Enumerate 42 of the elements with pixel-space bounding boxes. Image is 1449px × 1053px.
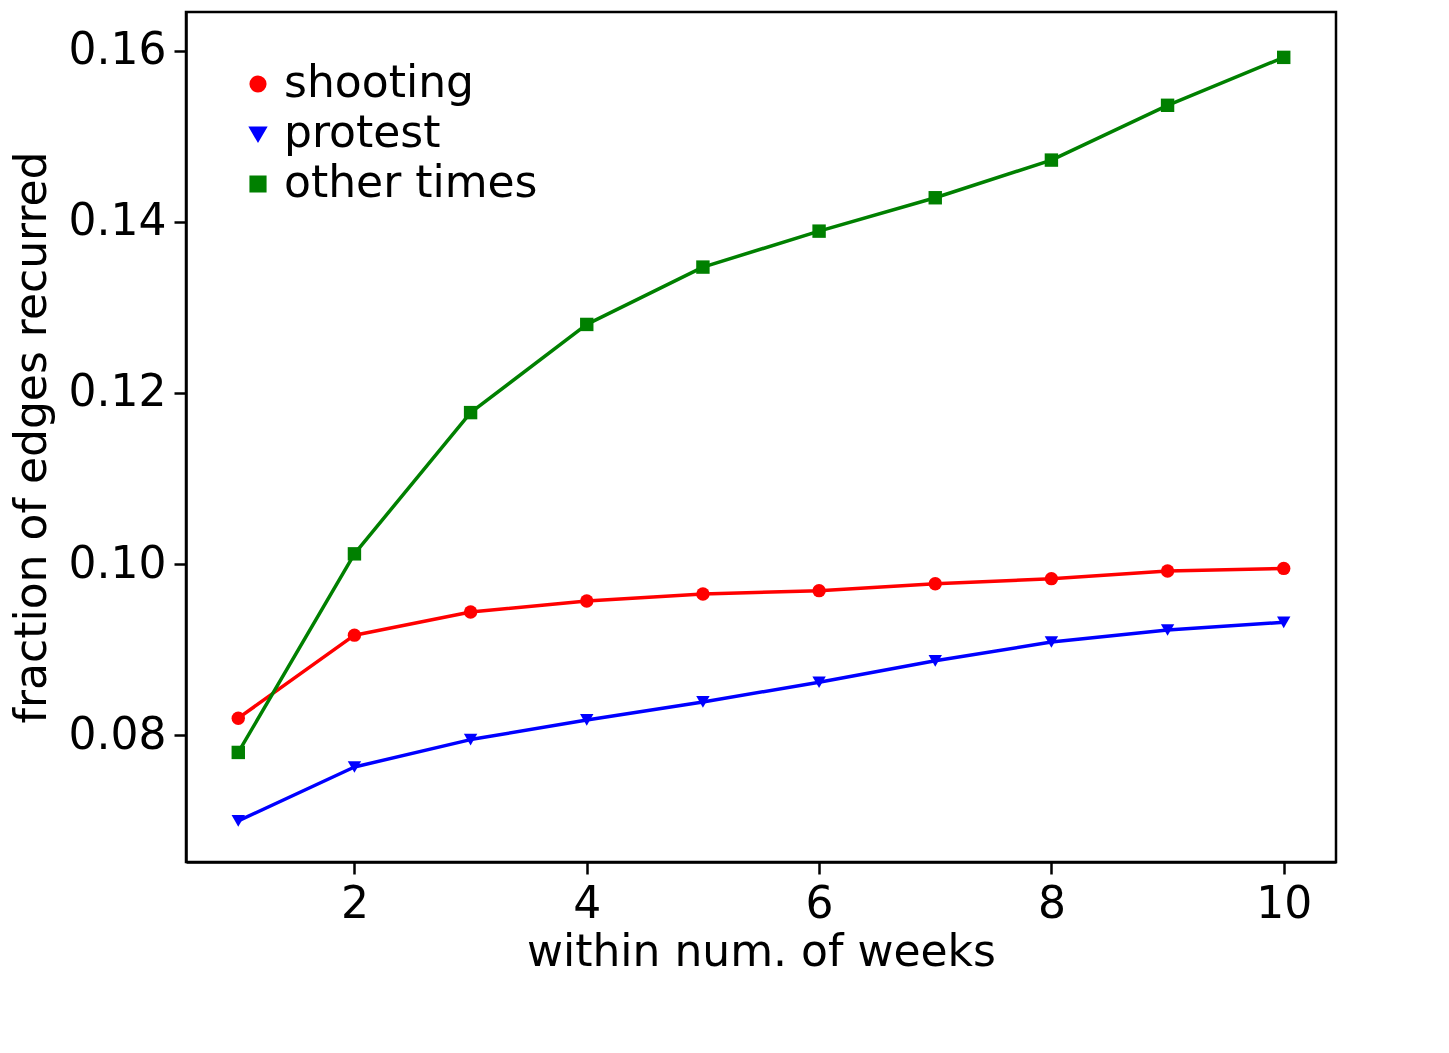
point (580, 714, 594, 726)
point (1277, 50, 1291, 65)
point (463, 733, 478, 746)
x-tick-label: 10 (1256, 876, 1313, 928)
point (928, 577, 942, 591)
y-tick-label: 0.08 (68, 707, 167, 759)
point (347, 547, 362, 561)
point (1277, 616, 1291, 629)
point (1044, 571, 1059, 586)
y-tick-label: 0.12 (68, 365, 167, 417)
point (696, 587, 710, 601)
y-axis-title: fraction of edges recurred (4, 151, 56, 724)
x-tick-label: 2 (340, 876, 369, 928)
point (580, 594, 594, 608)
point (928, 655, 942, 667)
y-tick-label: 0.16 (68, 23, 167, 75)
point (347, 761, 362, 773)
y-tick-label: 0.14 (68, 194, 167, 246)
y-tick-label: 0.10 (68, 536, 167, 588)
point (1044, 153, 1059, 167)
point (1044, 636, 1059, 648)
point (231, 711, 245, 725)
point (231, 745, 245, 760)
legend-label: other times (284, 156, 538, 207)
point (928, 191, 942, 205)
point (463, 605, 478, 619)
point (463, 405, 478, 420)
point (1277, 561, 1291, 576)
point (812, 224, 826, 238)
point (696, 696, 710, 708)
point (347, 628, 362, 642)
point (580, 317, 594, 332)
point (812, 676, 826, 689)
point (1160, 564, 1175, 578)
point (696, 260, 710, 274)
legend-label: shooting (284, 56, 474, 107)
legend-label: protest (284, 106, 441, 157)
point (1160, 624, 1175, 636)
point (1160, 98, 1175, 113)
point (812, 583, 826, 598)
x-tick-label: 8 (1037, 876, 1066, 928)
point (231, 815, 245, 827)
